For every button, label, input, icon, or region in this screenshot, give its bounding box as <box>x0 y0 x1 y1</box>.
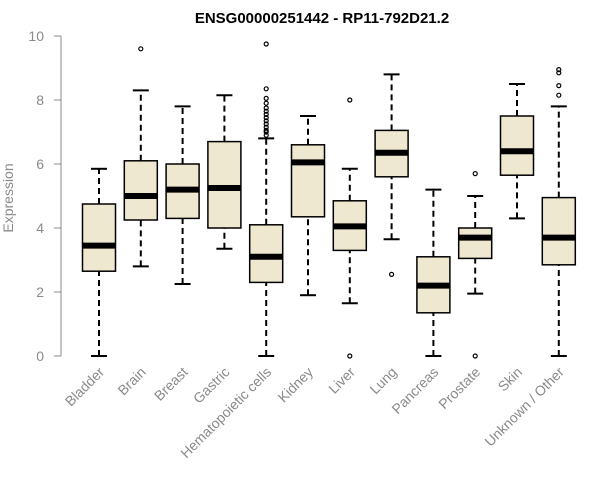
box-5 <box>290 115 326 297</box>
iqr-box <box>541 196 577 266</box>
y-axis-label: Expression <box>0 163 16 232</box>
box-11 <box>541 66 577 357</box>
y-tick-label: 6 <box>36 156 44 172</box>
outlier-point <box>556 70 562 76</box>
box-6 <box>332 97 368 359</box>
x-tick-label: Prostate <box>435 364 483 412</box>
y-tick-label: 10 <box>28 28 44 44</box>
box-1 <box>123 46 159 268</box>
iqr-box <box>457 227 493 260</box>
y-tick-label: 2 <box>36 284 44 300</box>
x-tick-label: Liver <box>325 364 358 397</box>
outlier-point <box>263 95 269 102</box>
y-tick-label: 0 <box>36 348 44 364</box>
y-tick-label: 4 <box>36 220 44 236</box>
box-10 <box>499 83 535 220</box>
iqr-box <box>207 140 242 229</box>
outlier-point <box>263 111 269 118</box>
y-axis: 0 2 4 6 8 10 <box>28 28 62 364</box>
outlier-point <box>556 92 562 98</box>
chart-title: ENSG00000251442 - RP11-792D21.2 <box>195 10 449 27</box>
outlier-point <box>263 127 269 133</box>
outlier-point <box>347 353 353 359</box>
outlier-point <box>556 66 562 73</box>
x-tick-label: Skin <box>495 364 526 395</box>
y-tick-label: 8 <box>36 92 44 108</box>
outlier-point <box>472 353 478 359</box>
outlier-point <box>556 82 562 89</box>
box-3 <box>207 94 242 250</box>
boxes-group <box>81 41 577 359</box>
box-7 <box>374 73 409 277</box>
outlier-point <box>389 271 395 277</box>
x-tick-label: Unknown / Other <box>481 364 567 450</box>
box-2 <box>165 105 200 285</box>
iqr-box <box>81 203 117 272</box>
outlier-point <box>263 105 269 111</box>
outlier-point <box>347 97 353 103</box>
outlier-point <box>263 108 269 114</box>
outlier-point <box>263 121 269 127</box>
box-4 <box>248 41 284 357</box>
iqr-box <box>290 144 326 218</box>
outlier-point <box>263 86 269 92</box>
box-8 <box>416 188 451 357</box>
x-tick-label: Breast <box>151 364 191 404</box>
x-tick-label: Brain <box>114 364 148 398</box>
x-tick-label: Kidney <box>275 364 317 406</box>
iqr-box <box>248 224 284 284</box>
outlier-point <box>263 100 269 106</box>
outlier-point <box>263 41 269 47</box>
box-9 <box>457 171 493 359</box>
outlier-point <box>263 132 269 138</box>
outlier-point <box>138 46 144 52</box>
x-tick-label: Bladder <box>62 364 108 410</box>
x-tick-label: Lung <box>366 364 399 397</box>
iqr-box <box>499 115 535 176</box>
iqr-box <box>123 160 159 221</box>
outlier-point <box>472 171 478 177</box>
outlier-point <box>263 118 269 124</box>
outlier-point <box>263 124 269 130</box>
outlier-point <box>263 114 269 121</box>
box-0 <box>81 167 117 357</box>
